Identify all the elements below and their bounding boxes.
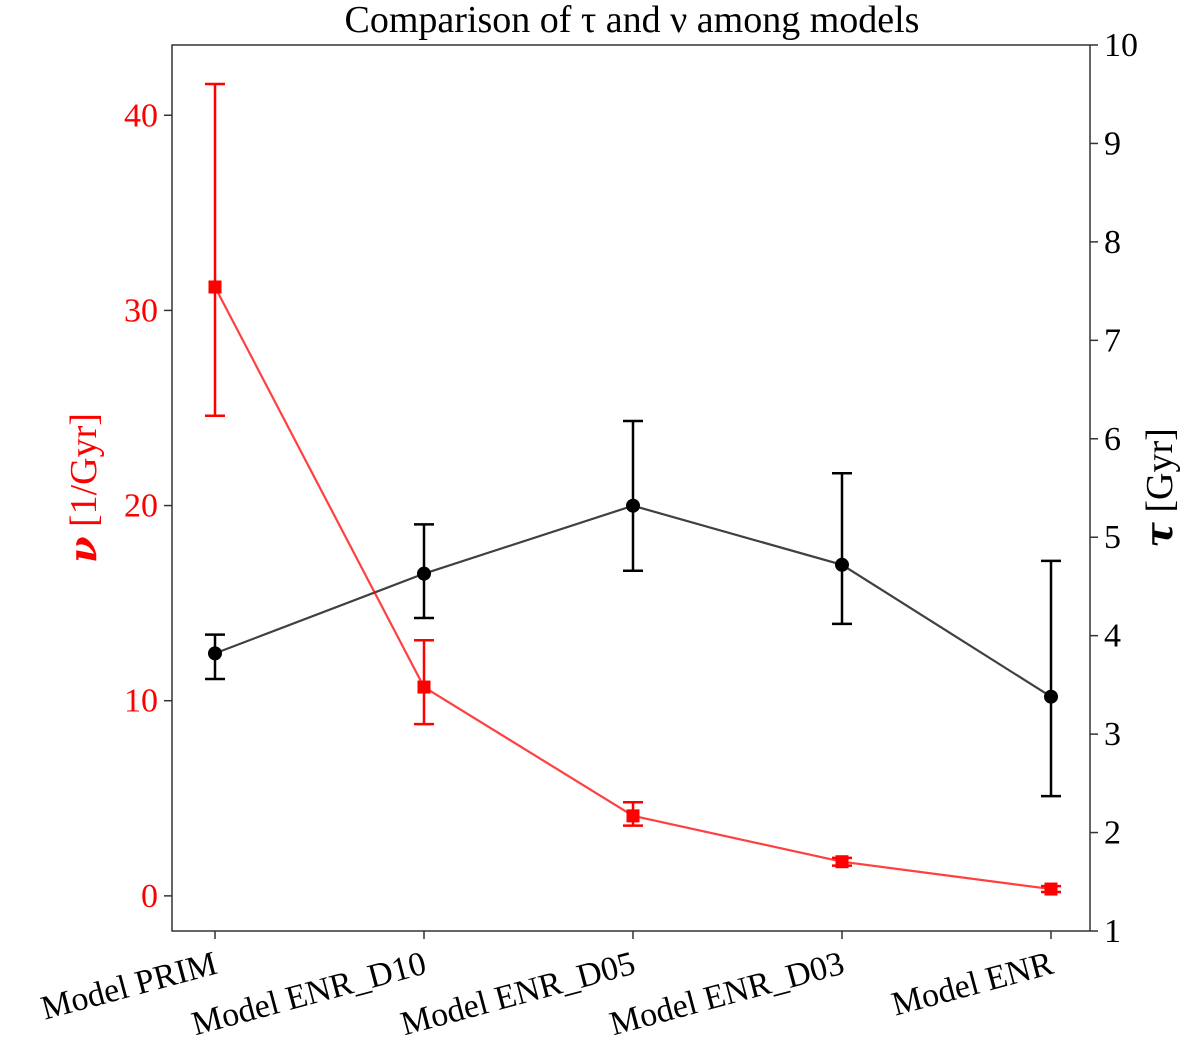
right-tick-label: 5 xyxy=(1104,519,1121,556)
data-point xyxy=(626,809,640,823)
series-tau xyxy=(205,419,1061,798)
right-tick-label: 6 xyxy=(1104,421,1121,458)
left-axis: 0 10 20 30 40 xyxy=(124,97,172,915)
right-axis-label: τ [Gyr] xyxy=(1136,428,1181,547)
data-point xyxy=(417,680,431,694)
x-tick-label: Model ENR_D10 xyxy=(188,945,430,1043)
left-tick-label: 10 xyxy=(124,683,158,720)
right-tick-label: 8 xyxy=(1104,224,1121,261)
right-tick-label: 7 xyxy=(1104,322,1121,359)
right-tick-label: 3 xyxy=(1104,716,1121,753)
x-tick-label: Model ENR_D05 xyxy=(397,945,639,1043)
left-axis-label: ν [1/Gyr] xyxy=(60,413,105,563)
left-tick-label: 30 xyxy=(124,292,158,329)
data-point xyxy=(417,566,431,581)
left-tick-label: 0 xyxy=(141,878,158,915)
series-line xyxy=(214,286,1052,891)
left-tick-label: 40 xyxy=(124,97,158,134)
data-point xyxy=(1044,882,1058,896)
left-tick-label: 20 xyxy=(124,488,158,525)
right-tick-label: 9 xyxy=(1104,125,1121,162)
right-tick-label: 1 xyxy=(1104,913,1121,950)
right-axis-label-unit: [Gyr] xyxy=(1139,428,1181,522)
left-axis-label-symbol: ν xyxy=(60,537,105,563)
series-nu xyxy=(205,82,1061,896)
chart-title: Comparison of τ and ν among models xyxy=(345,0,920,41)
plot-frame xyxy=(171,44,1091,932)
right-tick-label: 4 xyxy=(1104,618,1121,655)
x-tick-label: Model ENR_D03 xyxy=(606,945,848,1043)
data-point xyxy=(835,855,849,869)
right-tick-label: 2 xyxy=(1104,815,1121,852)
right-axis-label-symbol: τ xyxy=(1136,522,1181,548)
data-point xyxy=(626,498,640,513)
x-tick-label: Model ENR xyxy=(888,945,1058,1024)
right-tick-label: 10 xyxy=(1104,27,1138,64)
data-point xyxy=(835,557,849,572)
left-axis-label-unit: [1/Gyr] xyxy=(63,413,105,536)
series-layer xyxy=(205,82,1061,896)
data-point xyxy=(208,280,222,294)
right-axis: 1 2 3 4 5 6 7 8 9 10 xyxy=(1090,27,1138,950)
data-point xyxy=(1044,689,1058,704)
data-point xyxy=(208,646,222,661)
